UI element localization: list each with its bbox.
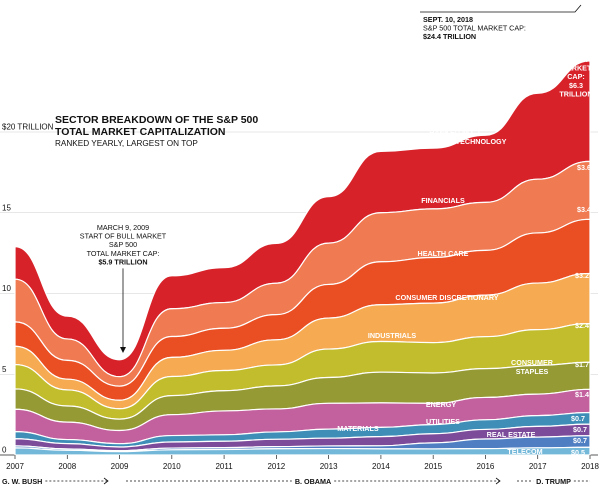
value-label: $1.4: [575, 390, 589, 399]
value-label: $3.4: [577, 205, 591, 214]
value-label: $2.4: [575, 321, 589, 330]
bull-annotation-value: $5.9 TRILLION: [98, 257, 147, 266]
value-label: $1.7: [575, 360, 589, 369]
x-tick-label: 2013: [320, 462, 338, 471]
x-axis: 2007 2008 2009 2010 2011 2012 2013 2014 2015 2016…: [6, 455, 599, 471]
value-label: $0.7: [573, 425, 587, 434]
y-tick-label: 0: [2, 446, 7, 455]
value-label: $3.2: [575, 271, 589, 280]
president-label: B. OBAMA: [295, 477, 331, 486]
sector-cap-annotation-value: TRILLION: [559, 89, 592, 98]
sector-label-line: CONSUMER DISCRETIONARY: [395, 293, 498, 302]
sector-labels: RANKED NO. 1 INFORMATION TECHNOLOGY FINANC…: [337, 128, 553, 456]
chart-title-block: SECTOR BREAKDOWN OF THE S&P 500 TOTAL MA…: [55, 114, 258, 148]
sector-label-line: STAPLES: [516, 367, 549, 376]
sector-label-line: UTILITIES: [426, 417, 460, 426]
sector-label: CONSUMER STAPLES: [511, 358, 554, 376]
sector-label: RANKED NO. 1 INFORMATION TECHNOLOGY: [404, 128, 507, 146]
sector-label-line: FINANCIALS: [421, 196, 465, 205]
sector-label: INDUSTRIALS: [368, 331, 417, 340]
x-tick-label: 2010: [163, 462, 181, 471]
peak-annotation-value: $24.4 TRILLION: [423, 32, 476, 41]
value-label: $0.7: [573, 436, 587, 445]
bull-annotation-arrowhead: [120, 347, 126, 353]
sector-label-line: REAL ESTATE: [487, 430, 536, 439]
bull-annotation-line: S&P 500: [109, 240, 137, 249]
president-timeline: G. W. BUSH B. OBAMA D. TRUMP: [2, 477, 590, 486]
x-tick-label: 2015: [424, 462, 442, 471]
value-label: $0.5: [571, 448, 585, 457]
sector-label: UTILITIES: [426, 417, 460, 426]
y-tick-label: $20 TRILLION: [2, 123, 54, 132]
sector-label-line: MATERIALS: [337, 424, 379, 433]
president-arrow: [495, 477, 501, 485]
sector-label-line: RANKED NO. 1: [429, 128, 481, 137]
bull-annotation-line: START OF BULL MARKET: [80, 232, 167, 241]
value-label: $0.7: [571, 414, 585, 423]
sector-label: CONSUMER DISCRETIONARY: [395, 293, 498, 302]
sector-label-line: ENERGY: [426, 400, 457, 409]
y-tick-label: 15: [2, 203, 11, 212]
y-tick-label: 10: [2, 284, 11, 293]
sector-label: HEALTH CARE: [418, 249, 469, 258]
sector-cap-annotation-value: $6.3: [569, 81, 583, 90]
peak-annotation-line: SEPT. 10, 2018: [423, 15, 473, 24]
y-axis: 0 5 10 15 $20 TRILLION: [2, 123, 54, 455]
sector-label: TELECOM: [507, 447, 542, 456]
x-tick-label: 2012: [267, 462, 285, 471]
president-label: G. W. BUSH: [2, 477, 42, 486]
sector-cap-annotation-line: CAP:: [567, 72, 585, 81]
x-tick-label: 2008: [58, 462, 76, 471]
x-tick-label: 2007: [6, 462, 24, 471]
x-tick-label: 2011: [215, 462, 233, 471]
value-label: $3.6: [577, 163, 591, 172]
sector-label-line: TELECOM: [507, 447, 542, 456]
sector-label-line: INFORMATION TECHNOLOGY: [404, 137, 507, 146]
bull-annotation-line: TOTAL MARKET CAP:: [87, 249, 160, 258]
chart-title-line2: TOTAL MARKET CAPITALIZATION: [55, 126, 226, 138]
chart-subtitle: RANKED YEARLY, LARGEST ON TOP: [55, 139, 198, 148]
sector-label: FINANCIALS: [421, 196, 465, 205]
sector-label-line: CONSUMER: [511, 358, 554, 367]
sector-label: REAL ESTATE: [487, 430, 536, 439]
sector-label-line: HEALTH CARE: [418, 249, 469, 258]
sector-cap-annotation-line: MARKET: [561, 64, 592, 73]
president-label: D. TRUMP: [536, 477, 571, 486]
sector-label-line: INDUSTRIALS: [368, 331, 417, 340]
x-tick-label: 2009: [111, 462, 129, 471]
x-tick-label: 2018: [581, 462, 599, 471]
x-tick-label: 2017: [529, 462, 547, 471]
bull-annotation-line: MARCH 9, 2009: [97, 223, 149, 232]
sector-label: ENERGY: [426, 400, 457, 409]
x-tick-label: 2016: [477, 462, 495, 471]
president-arrow: [103, 477, 109, 485]
sector-cap-annotation-line: SECTOR: [561, 55, 592, 64]
peak-annotation-leader: [420, 4, 582, 13]
sector-label: MATERIALS: [337, 424, 379, 433]
y-tick-label: 5: [2, 365, 7, 374]
sector-streams: [14, 60, 591, 456]
x-tick-label: 2014: [372, 462, 390, 471]
sector-value-labels: $3.6 $3.4 $3.2 $2.4 $1.7 $1.4 $0.7 $0.7 $0.7 $0.5: [571, 163, 591, 457]
chart-title: SECTOR BREAKDOWN OF THE S&P 500: [55, 114, 258, 126]
peak-annotation-line: S&P 500 TOTAL MARKET CAP:: [423, 24, 526, 33]
